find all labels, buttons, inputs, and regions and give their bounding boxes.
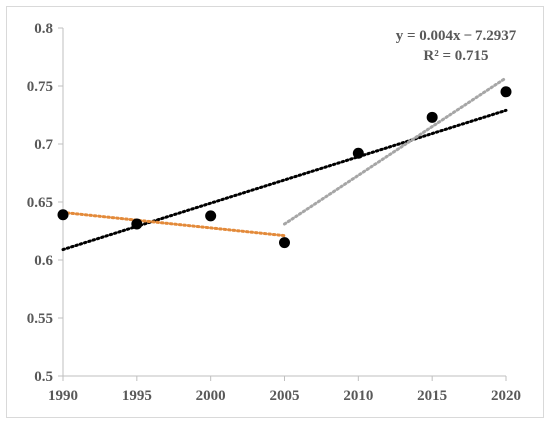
data-point bbox=[426, 111, 438, 123]
y-tick-label: 0.65 bbox=[27, 195, 53, 211]
y-tick-label: 0.7 bbox=[34, 137, 53, 153]
x-tick-label: 1990 bbox=[48, 388, 78, 404]
trendline bbox=[61, 108, 508, 252]
trendlines bbox=[61, 76, 508, 252]
data-points bbox=[57, 86, 512, 249]
chart-frame bbox=[6, 6, 544, 418]
x-tick-label: 2000 bbox=[196, 388, 226, 404]
y-tick-label: 0.55 bbox=[27, 311, 53, 327]
data-point bbox=[205, 210, 217, 222]
trendline-equation: y = 0.004x − 7.2937 bbox=[396, 28, 517, 44]
trendline bbox=[61, 210, 286, 238]
data-point bbox=[352, 147, 364, 159]
r-squared-label: R² = 0.715 bbox=[423, 48, 488, 64]
y-tick-label: 0.5 bbox=[34, 369, 53, 385]
x-tick-label: 1995 bbox=[122, 388, 152, 404]
y-tick-label: 0.8 bbox=[34, 21, 53, 37]
data-point bbox=[57, 209, 69, 221]
x-tick-label: 2005 bbox=[270, 388, 300, 404]
y-tick-label: 0.6 bbox=[34, 253, 53, 269]
x-tick-label: 2020 bbox=[491, 388, 521, 404]
data-point bbox=[279, 237, 290, 249]
tick-labels: 0.5 0.55 0.6 0.65 0.7 0.75 0.8 1990 1995 2000 2005… bbox=[27, 21, 521, 404]
trendline bbox=[283, 76, 508, 226]
x-tick-label: 2015 bbox=[417, 388, 447, 404]
data-point bbox=[500, 86, 512, 98]
y-tick-label: 0.75 bbox=[27, 79, 53, 95]
axes bbox=[58, 27, 507, 381]
x-tick-label: 2010 bbox=[343, 388, 373, 404]
data-point bbox=[131, 218, 143, 230]
